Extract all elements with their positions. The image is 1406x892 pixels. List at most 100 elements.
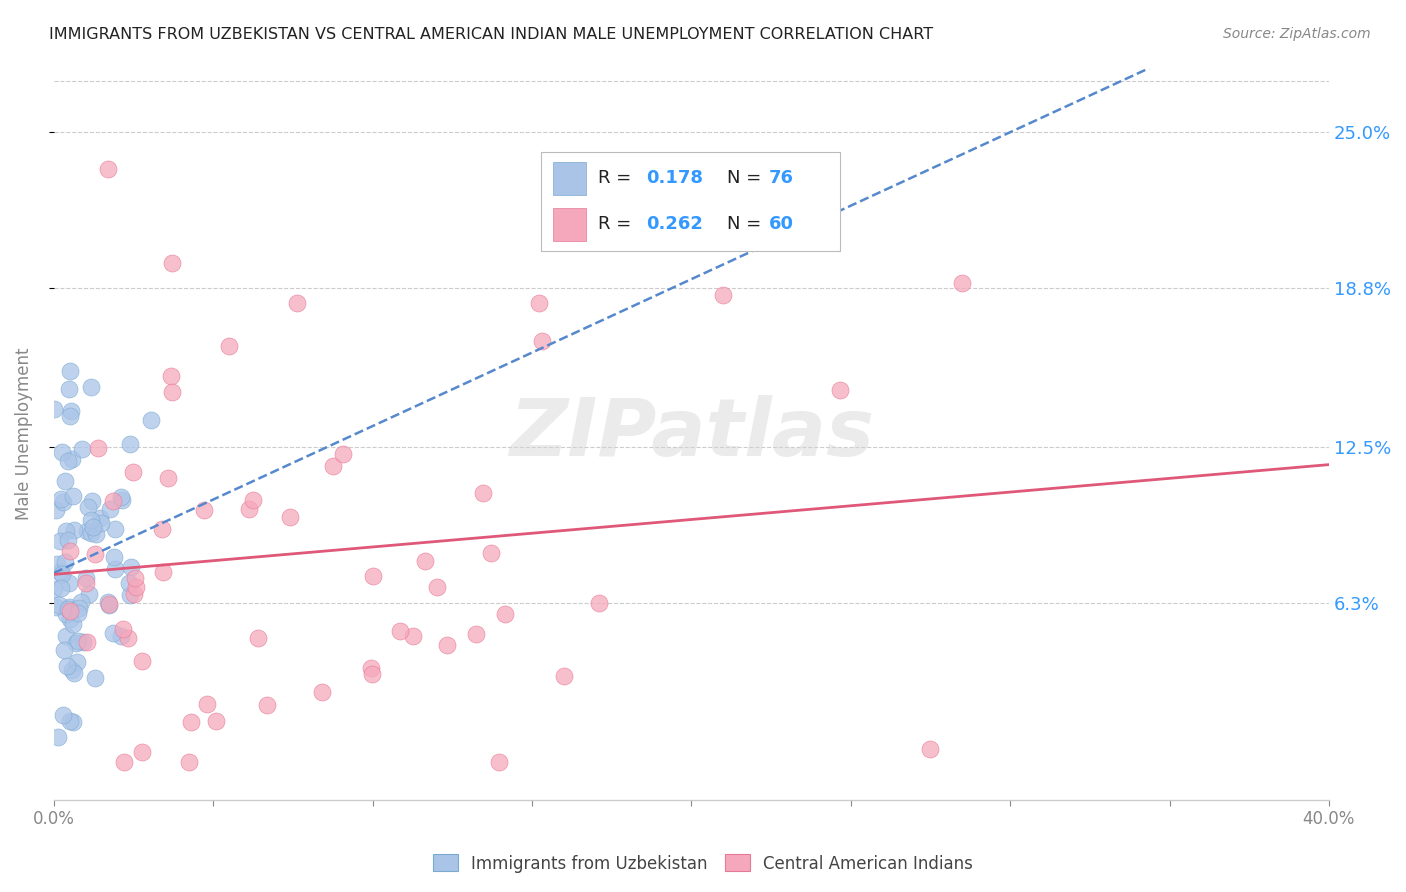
Point [56, 659, 79, 673]
Point [110, 629, 132, 643]
Text: N =: N = [727, 169, 766, 186]
Point [218, 339, 240, 353]
Point [122, 587, 145, 601]
Point [157, 471, 180, 485]
Point [118, 588, 141, 602]
Point [51, 566, 73, 581]
Point [141, 413, 163, 427]
Text: N =: N = [727, 215, 766, 234]
Point [413, 554, 436, 568]
Point [426, 580, 449, 594]
Point [120, 437, 142, 451]
Point [711, 288, 734, 302]
Point [42, 401, 65, 416]
Text: ZIPatlas: ZIPatlas [509, 395, 875, 473]
Point [160, 255, 183, 269]
Point [104, 521, 127, 535]
Point [177, 755, 200, 769]
Point [53, 474, 76, 488]
Text: 0.262: 0.262 [645, 215, 703, 234]
Point [278, 509, 301, 524]
Point [45, 503, 67, 517]
Point [62, 617, 84, 632]
Point [69, 601, 91, 615]
Point [112, 755, 135, 769]
Point [111, 492, 134, 507]
Point [97, 162, 120, 177]
Point [97, 595, 120, 609]
Point [494, 607, 516, 621]
Point [86, 441, 108, 455]
Point [101, 626, 124, 640]
Point [48, 533, 70, 548]
Point [84, 671, 107, 685]
Point [256, 698, 278, 712]
Point [120, 560, 142, 574]
Point [247, 631, 270, 645]
Point [56, 454, 79, 468]
Point [56, 602, 79, 616]
Point [112, 622, 135, 636]
Point [58, 576, 80, 591]
Text: 60: 60 [769, 215, 793, 234]
Point [553, 669, 575, 683]
Point [82, 519, 104, 533]
FancyBboxPatch shape [541, 152, 841, 252]
Point [150, 522, 173, 536]
Text: R =: R = [598, 215, 637, 234]
Point [83, 547, 105, 561]
Point [160, 369, 183, 384]
Point [332, 447, 354, 461]
Legend: Immigrants from Uzbekistan, Central American Indians: Immigrants from Uzbekistan, Central Amer… [426, 847, 980, 880]
Point [75, 571, 97, 585]
Point [920, 742, 942, 756]
Point [193, 503, 215, 517]
Point [59, 364, 82, 378]
Point [55, 607, 77, 621]
Point [51, 445, 73, 459]
Point [242, 492, 264, 507]
Point [52, 708, 75, 723]
Point [950, 276, 973, 290]
Point [122, 465, 145, 479]
Point [80, 526, 103, 541]
Point [311, 685, 333, 699]
Point [59, 543, 82, 558]
Text: 76: 76 [769, 169, 793, 186]
Point [72, 635, 94, 649]
Point [527, 296, 550, 310]
FancyBboxPatch shape [553, 161, 586, 194]
Point [48, 598, 70, 612]
Point [360, 661, 382, 675]
Point [152, 565, 174, 579]
Point [58, 600, 80, 615]
Point [60, 663, 83, 677]
Point [361, 569, 384, 583]
Point [465, 627, 488, 641]
Point [101, 493, 124, 508]
Point [97, 597, 120, 611]
Point [51, 581, 73, 595]
Point [80, 513, 103, 527]
Text: Source: ZipAtlas.com: Source: ZipAtlas.com [1223, 27, 1371, 41]
Point [124, 571, 146, 585]
Point [117, 632, 139, 646]
Point [62, 523, 84, 537]
Point [472, 486, 495, 500]
Point [360, 667, 382, 681]
Point [322, 458, 344, 473]
Point [84, 527, 107, 541]
Point [488, 755, 510, 769]
Point [195, 697, 218, 711]
Point [828, 383, 851, 397]
FancyBboxPatch shape [553, 209, 586, 242]
Point [110, 490, 132, 504]
Point [98, 502, 121, 516]
Point [66, 655, 89, 669]
Point [76, 524, 98, 538]
Point [90, 516, 112, 531]
Point [62, 489, 84, 503]
Point [55, 555, 77, 569]
Point [80, 380, 103, 394]
Point [55, 524, 77, 538]
